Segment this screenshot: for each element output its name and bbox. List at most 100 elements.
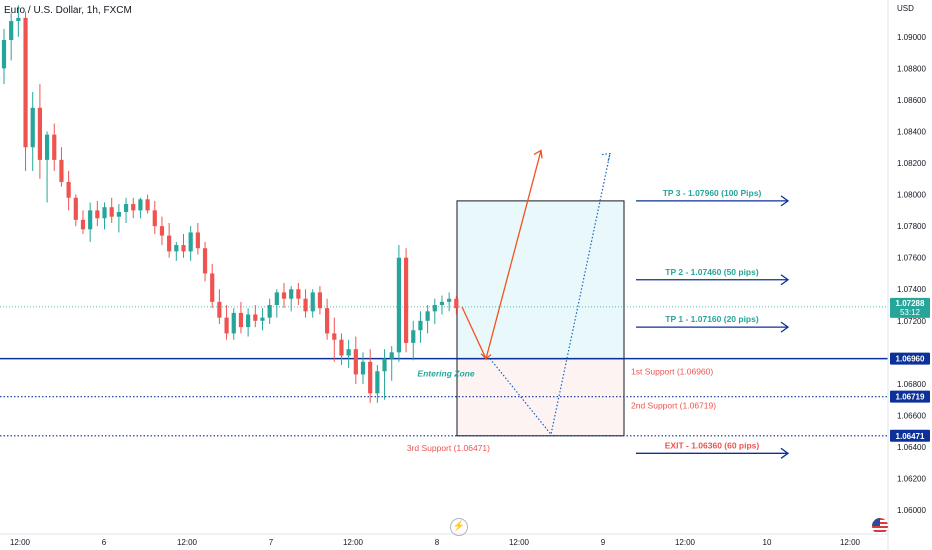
- currency-label: USD: [897, 4, 914, 13]
- profit-zone[interactable]: [456, 200, 625, 360]
- candle-body: [95, 210, 100, 219]
- take-profit-label: TP 1 - 1.07160 (20 pips): [665, 314, 759, 324]
- candle-body: [303, 298, 308, 312]
- price-tick-label: 1.06600: [897, 411, 926, 420]
- candle-body: [9, 21, 14, 40]
- time-tick-label: 12:00: [177, 538, 198, 547]
- candle-body: [281, 292, 287, 299]
- candle-body: [224, 317, 229, 334]
- projection-path-dotted[interactable]: [489, 153, 611, 436]
- take-profit-label: TP 3 - 1.07960 (100 Pips): [663, 188, 762, 198]
- candle-body: [102, 207, 107, 219]
- candle-body: [44, 134, 50, 160]
- price-tick-label: 1.06000: [897, 506, 926, 515]
- candle-body: [253, 314, 258, 321]
- price-axis[interactable]: USD 1.09000 1.08800 1.08600 1.08400 1.08200 1.…: [887, 0, 930, 550]
- price-tick-label: 1.08400: [897, 127, 926, 136]
- level-price-tag[interactable]: 1.06960: [890, 352, 930, 365]
- candle-body: [396, 257, 401, 353]
- support-label-2: 2nd Support (1.06719): [631, 401, 716, 411]
- candle-body: [360, 361, 366, 375]
- price-tick-label: 1.08200: [897, 159, 926, 168]
- candle-body: [231, 312, 236, 334]
- candlestick-series: [1, 5, 459, 403]
- take-profit-label: TP 2 - 1.07460 (50 pips): [665, 267, 759, 277]
- lightning-icon[interactable]: ⚡: [450, 518, 468, 536]
- candle-body: [332, 333, 337, 340]
- candle-body: [181, 245, 186, 252]
- candle-body: [138, 199, 143, 211]
- candle-body: [246, 314, 251, 328]
- candle-body: [353, 349, 358, 375]
- time-tick-label: 12:00: [675, 538, 696, 547]
- price-tick-label: 1.09000: [897, 33, 926, 42]
- level-price-tag-bg: [890, 390, 930, 403]
- time-tick-label: 12:00: [343, 538, 364, 547]
- candle-body: [210, 273, 215, 302]
- candle-body: [202, 248, 208, 274]
- current-price-value: 1.07288: [896, 299, 925, 308]
- time-tick-label: 12:00: [840, 538, 861, 547]
- candle-body: [131, 204, 136, 211]
- us-flag-icon[interactable]: [872, 518, 888, 534]
- candle-body: [88, 210, 93, 230]
- level-price-value: 1.06471: [896, 432, 925, 441]
- level-price-tag[interactable]: 1.06471: [890, 429, 930, 442]
- candle-body: [238, 312, 244, 328]
- candle-body: [37, 107, 42, 160]
- support-levels[interactable]: 1st Support (1.06960) 2nd Support (1.0671…: [0, 306, 888, 453]
- candle-body: [403, 257, 409, 343]
- candle-body: [66, 181, 71, 198]
- exit-label: EXIT - 1.06360 (60 pips): [665, 440, 760, 450]
- level-price-value: 1.06960: [896, 355, 925, 364]
- candle-body: [382, 358, 387, 372]
- countdown-timer: 53:12: [900, 308, 921, 317]
- price-tick-label: 1.06400: [897, 443, 926, 452]
- time-tick-label: 7: [269, 538, 274, 547]
- candle-body: [439, 301, 445, 306]
- candle-body: [389, 352, 394, 359]
- price-tick-label: 1.07400: [897, 285, 926, 294]
- candle-body: [167, 235, 172, 252]
- candle-body: [59, 159, 64, 182]
- projection-drawings[interactable]: TP 3 - 1.07960 (100 Pips) TP 2 - 1.07460 …: [461, 149, 790, 459]
- level-price-value: 1.06719: [896, 393, 925, 402]
- candle-body: [411, 330, 416, 343]
- level-price-tag[interactable]: 1.06719: [890, 390, 930, 403]
- level-price-tag-bg: [890, 352, 930, 365]
- target-arrow-head: [780, 321, 790, 333]
- candle-body: [289, 289, 294, 299]
- candle-body: [195, 232, 200, 249]
- candle-body: [159, 226, 165, 236]
- projection-arrow-head: [601, 152, 611, 162]
- time-axis[interactable]: 12:00 6 12:00 7 12:00 8 12:00 9 12:00 10 12:00: [0, 533, 888, 547]
- long-position-tool[interactable]: [456, 200, 625, 437]
- candle-body: [188, 232, 193, 252]
- candle-body: [339, 339, 344, 356]
- candle-body: [425, 311, 430, 321]
- price-tick-label: 1.07200: [897, 317, 926, 326]
- projection-arrow-head: [480, 353, 492, 360]
- entering-zone-label: Entering Zone: [417, 369, 474, 379]
- time-tick-label: 6: [102, 538, 107, 547]
- candle-body: [274, 292, 279, 306]
- candle-body: [152, 210, 157, 227]
- price-tick-label: 1.08600: [897, 96, 926, 105]
- time-tick-label: 12:00: [509, 538, 530, 547]
- candle-body: [1, 39, 7, 69]
- symbol-title[interactable]: Euro / U.S. Dollar, 1h, FXCM: [4, 5, 132, 16]
- candle-body: [109, 207, 114, 217]
- time-tick-label: 12:00: [10, 538, 31, 547]
- level-price-tag-bg: [890, 429, 930, 442]
- candle-body: [447, 298, 452, 302]
- candle-body: [52, 134, 57, 160]
- price-tick-label: 1.06200: [897, 475, 926, 484]
- time-tick-label: 8: [435, 538, 440, 547]
- support-label-3: 3rd Support (1.06471): [407, 443, 490, 453]
- price-tick-label: 1.07600: [897, 254, 926, 263]
- candle-body: [16, 17, 21, 22]
- candle-body: [30, 107, 35, 148]
- candle-body: [418, 320, 423, 331]
